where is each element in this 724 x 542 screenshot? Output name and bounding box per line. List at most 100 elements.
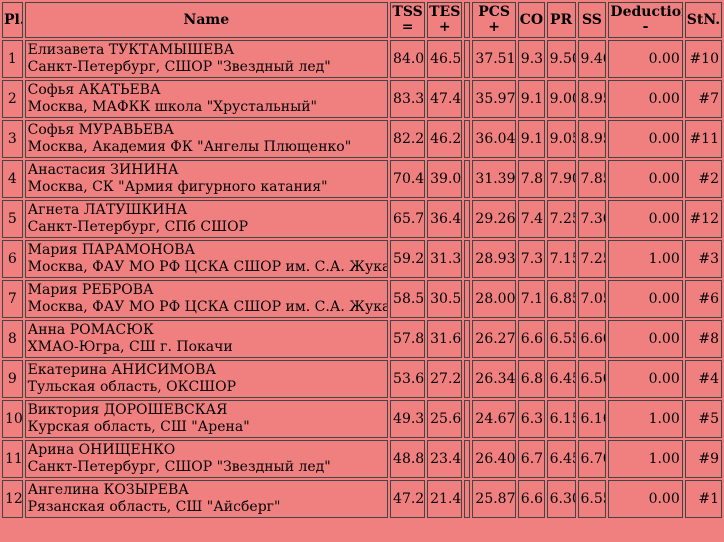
place-cell: 2 [2,80,23,118]
header-name: Name [24,2,389,38]
header-deduction-sign: - [642,19,649,35]
skater-cell: Елизавета ТУКТАМЫШЕВА Санкт-Петербург, СШ… [24,40,389,78]
spacer-cell [464,280,471,318]
skater-name: Анастасия ЗИНИНА [27,162,179,178]
pcs-cell: 26.40 [472,440,516,478]
start-number-cell: #10 [684,40,722,78]
skater-cell: Мария ПАРАМОНОВА Москва, ФАУ МО РФ ЦСКА С… [24,240,389,278]
header-ss: SS [577,2,607,38]
header-co: CO [517,2,545,38]
skater-club: Санкт-Петербург, СШОР "Звездный лед" [27,459,331,475]
place-cell: 10 [2,400,23,438]
start-number-cell: #9 [684,440,722,478]
tes-cell: 23.43 [427,440,463,478]
deduction-cell: 0.00 [608,160,683,198]
skater-name: Мария РЕБРОВА [27,282,154,298]
pcs-cell: 29.26 [472,200,516,238]
table-row: 8 Анна РОМАСЮК ХМАО-Югра, СШ г. Покачи 57.8… [2,320,722,358]
start-number-cell: #7 [684,80,722,118]
spacer-cell [464,360,471,398]
spacer-cell [464,400,471,438]
co-cell: 6.70 [517,440,545,478]
skater-name: Ангелина КОЗЫРЕВА [27,482,189,498]
skater-name: Софья МУРАВЬЕВА [27,122,174,138]
pcs-cell: 25.87 [472,480,516,518]
header-tes-label: TES [429,4,461,20]
co-cell: 6.30 [517,400,545,438]
header-deduction: Deduction - [608,2,683,38]
skater-name: Агнета ЛАТУШКИНА [27,202,188,218]
tes-cell: 31.60 [427,320,463,358]
tss-cell: 58.53 [390,280,426,318]
table-row: 11 Арина ОНИЩЕНКО Санкт-Петербург, СШОР "З… [2,440,722,478]
spacer-cell [464,40,471,78]
skater-club: Москва, ФАУ МО РФ ЦСКА СШОР им. С.А. Жук… [27,299,389,315]
header-spacer [464,2,471,38]
ss-cell: 7.85 [577,160,607,198]
place-cell: 9 [2,360,23,398]
ss-cell: 6.55 [577,480,607,518]
tss-cell: 82.24 [390,120,426,158]
pr-cell: 6.45 [546,440,576,478]
pcs-cell: 24.67 [472,400,516,438]
spacer-cell [464,480,471,518]
place-cell: 6 [2,240,23,278]
skater-cell: Ангелина КОЗЫРЕВА Рязанская область, СШ "… [24,480,389,518]
place-cell: 11 [2,440,23,478]
pr-cell: 9.50 [546,40,576,78]
skater-club: Рязанская область, СШ "Айсберг" [27,499,281,515]
header-pcs: PCS + [472,2,516,38]
tss-cell: 49.34 [390,400,426,438]
co-cell: 7.85 [517,160,545,198]
tes-cell: 31.36 [427,240,463,278]
co-cell: 7.45 [517,200,545,238]
deduction-cell: 0.00 [608,480,683,518]
skater-name: Арина ОНИЩЕНКО [27,442,176,458]
tes-cell: 25.67 [427,400,463,438]
deduction-cell: 0.00 [608,280,683,318]
tss-cell: 57.87 [390,320,426,358]
spacer-cell [464,320,471,358]
skater-cell: Софья АКАТЬЕВА Москва, МАФКК школа "Хруст… [24,80,389,118]
skater-name: Елизавета ТУКТАМЫШЕВА [27,42,235,58]
header-deduction-label: Deduction [610,4,682,20]
skater-name: Мария ПАРАМОНОВА [27,242,196,258]
pr-cell: 6.45 [546,360,576,398]
co-cell: 7.35 [517,240,545,278]
co-cell: 9.30 [517,40,545,78]
header-pcs-sign: + [488,19,500,35]
start-number-cell: #11 [684,120,722,158]
pr-cell: 6.85 [546,280,576,318]
skater-cell: Анна РОМАСЮК ХМАО-Югра, СШ г. Покачи [24,320,389,358]
pr-cell: 7.15 [546,240,576,278]
table-row: 2 Софья АКАТЬЕВА Москва, МАФКК школа "Хрус… [2,80,722,118]
tes-cell: 46.20 [427,120,463,158]
skater-club: Курская область, СШ "Арена" [27,419,250,435]
pcs-cell: 36.04 [472,120,516,158]
skater-club: ХМАО-Югра, СШ г. Покачи [27,339,233,355]
deduction-cell: 0.00 [608,120,683,158]
header-place: Pl. [2,2,23,38]
deduction-cell: 1.00 [608,400,683,438]
ss-cell: 6.50 [577,360,607,398]
table-row: 9 Екатерина АНИСИМОВА Тульская область, ОК… [2,360,722,398]
tss-cell: 84.05 [390,40,426,78]
tss-cell: 70.40 [390,160,426,198]
header-tss: TSS = [390,2,426,38]
pcs-cell: 28.93 [472,240,516,278]
ss-cell: 8.95 [577,120,607,158]
start-number-cell: #2 [684,160,722,198]
skater-name: Екатерина АНИСИМОВА [27,362,217,378]
ss-cell: 7.05 [577,280,607,318]
skater-name: Софья АКАТЬЕВА [27,82,161,98]
tes-cell: 30.53 [427,280,463,318]
table-row: 10 Виктория ДОРОШЕВСКАЯ Курская область, С… [2,400,722,438]
place-cell: 12 [2,480,23,518]
place-cell: 3 [2,120,23,158]
start-number-cell: #1 [684,480,722,518]
co-cell: 9.10 [517,120,545,158]
table-row: 4 Анастасия ЗИНИНА Москва, СК "Армия фигур… [2,160,722,198]
tss-cell: 53.63 [390,360,426,398]
spacer-cell [464,160,471,198]
header-pcs-label: PCS [478,4,510,20]
